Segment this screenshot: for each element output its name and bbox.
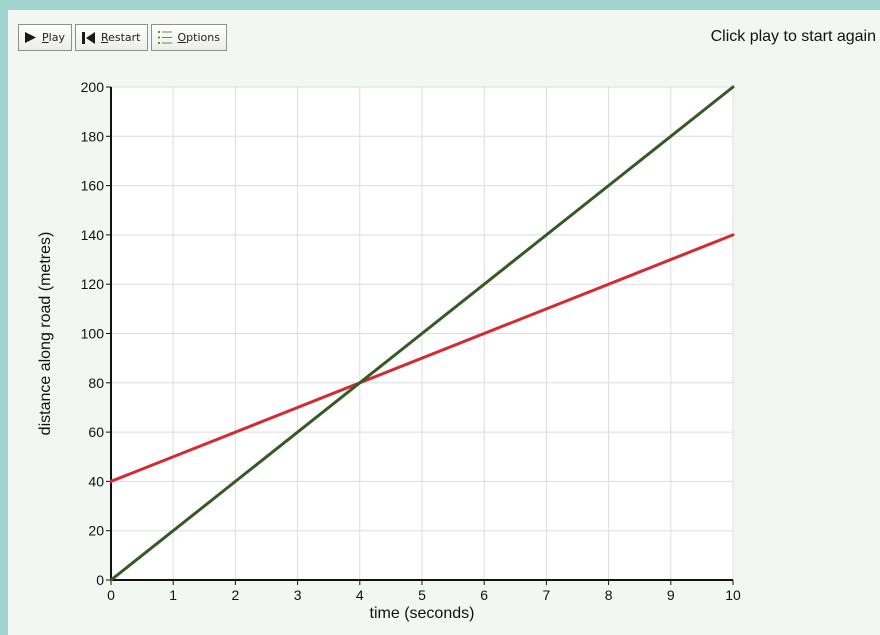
y-tick-label: 20 (88, 523, 104, 539)
simulation-panel: Play Restart Options Click play to start… (8, 10, 880, 635)
play-label: Play (42, 31, 65, 44)
x-tick-label: 6 (480, 587, 488, 603)
x-tick-label: 8 (605, 587, 613, 603)
y-tick-label: 200 (81, 79, 105, 95)
series-lines (109, 85, 735, 582)
toolbar: Play Restart Options (18, 24, 227, 51)
y-tick-label: 0 (96, 572, 104, 588)
options-label: Options (177, 31, 220, 44)
status-message: Click play to start again (710, 28, 876, 45)
y-tick-labels: 0 20 40 60 80 100 120 140 160 180 200 (81, 79, 105, 588)
x-tick-label: 7 (543, 587, 551, 603)
series-line-1 (109, 233, 735, 483)
x-tick-label: 1 (169, 587, 177, 603)
restart-label: Restart (100, 31, 141, 44)
y-tick-label: 100 (81, 326, 105, 342)
play-icon (25, 32, 36, 43)
y-tick-label: 40 (88, 473, 104, 489)
y-tick-label: 160 (81, 178, 105, 194)
restart-icon (81, 31, 95, 44)
y-axis-label: distance along road (metres) (37, 232, 54, 436)
x-tick-label: 2 (232, 587, 240, 603)
restart-button[interactable]: Restart (74, 24, 148, 51)
axes (106, 86, 734, 585)
x-tick-label: 0 (107, 587, 115, 603)
play-button[interactable]: Play (18, 24, 72, 51)
series-line-2 (109, 85, 735, 582)
y-tick-label: 180 (81, 128, 105, 144)
x-tick-label: 3 (294, 587, 302, 603)
x-axis-label: time (seconds) (370, 605, 475, 622)
x-tick-label: 9 (667, 587, 675, 603)
distance-time-chart: 0 1 2 3 4 5 6 7 8 9 10 0 20 40 60 80 100 120 140 160 180 200… (37, 79, 741, 622)
y-tick-label: 60 (88, 424, 104, 440)
y-tick-label: 120 (81, 276, 105, 292)
options-button[interactable]: Options (150, 24, 227, 51)
y-tick-label: 80 (88, 375, 104, 391)
x-tick-label: 5 (418, 587, 426, 603)
x-tick-labels: 0 1 2 3 4 5 6 7 8 9 10 (107, 587, 741, 603)
x-tick-label: 4 (356, 587, 364, 603)
x-tick-label: 10 (725, 587, 741, 603)
y-tick-label: 140 (81, 227, 105, 243)
options-list-icon (157, 31, 172, 44)
